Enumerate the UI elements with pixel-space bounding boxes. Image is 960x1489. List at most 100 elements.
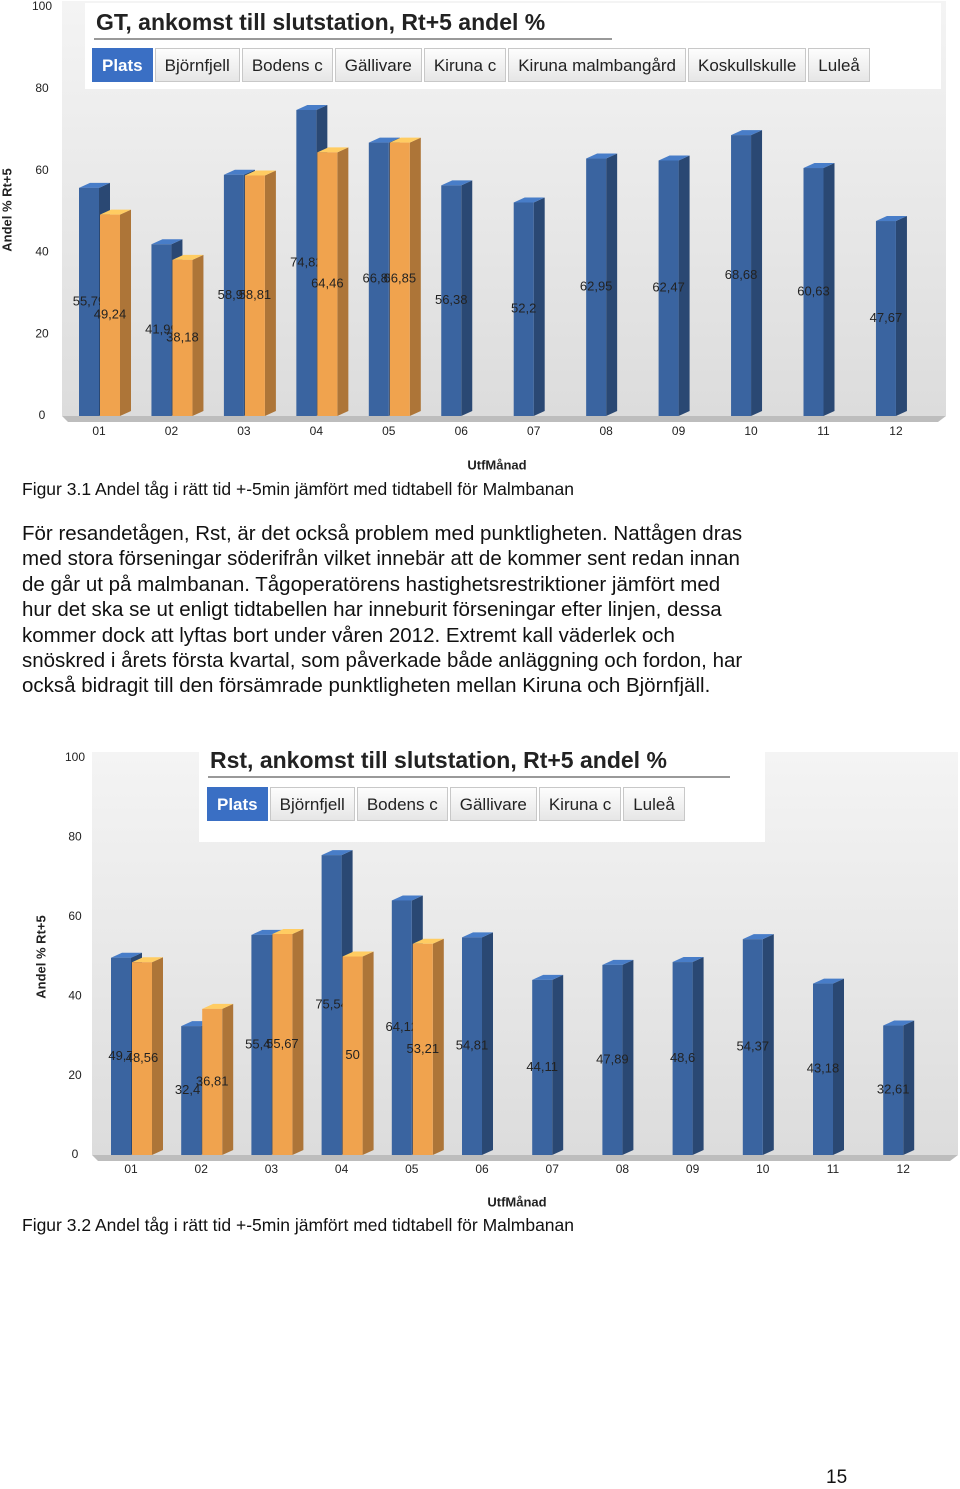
bar-top [731, 130, 763, 136]
bar-top [742, 934, 774, 940]
value-label: 36,81 [196, 1073, 229, 1088]
value-label: 55,79 [73, 293, 106, 308]
x-tick-label: 04 [335, 1162, 349, 1176]
bar-top [883, 1020, 915, 1026]
bar-top [532, 974, 564, 980]
x-axis-label: UtfMånad [467, 457, 526, 472]
bar-side [264, 170, 276, 416]
bar-side [622, 959, 634, 1155]
y-tick-label: 40 [68, 988, 82, 1002]
value-label: 47,89 [596, 1051, 629, 1066]
bar-side [432, 938, 444, 1155]
y-tick-label: 100 [65, 750, 85, 764]
y-axis-label: Andel % Rt+5 [0, 168, 14, 251]
bar-top [296, 104, 328, 110]
bar-side [292, 928, 304, 1155]
x-tick-label: 08 [599, 424, 613, 438]
tab[interactable]: Kiruna malmbangård [508, 48, 687, 82]
bar [883, 1025, 904, 1155]
figure-caption: Figur 3.1 Andel tåg i rätt tid +-5min jä… [22, 479, 575, 499]
x-tick-label: 03 [237, 424, 251, 438]
x-tick-label: 10 [744, 424, 758, 438]
value-label: 49,24 [94, 307, 127, 322]
value-label: 54,37 [737, 1039, 770, 1054]
y-tick-label: 0 [72, 1147, 79, 1161]
tab[interactable]: Gällivare [334, 48, 422, 82]
bar-top [368, 137, 400, 143]
bar-side [120, 209, 131, 416]
bar [586, 158, 607, 417]
bar-top [321, 850, 353, 856]
tab[interactable]: Kiruna c [538, 787, 622, 821]
bar-side [692, 957, 704, 1155]
value-label: 75,54 [315, 996, 348, 1011]
bar [391, 900, 412, 1155]
bar-top [151, 239, 183, 245]
value-label: 66,85 [363, 271, 396, 286]
bar-side [823, 163, 835, 416]
bar-top [79, 182, 110, 188]
tab[interactable]: Plats [92, 48, 153, 82]
bar [462, 937, 482, 1155]
bar [202, 1008, 223, 1155]
tab[interactable]: Gällivare [449, 787, 537, 821]
tab[interactable]: Luleå [808, 48, 870, 82]
value-label: 55,67 [266, 1036, 299, 1051]
value-label: 52,2 [511, 301, 536, 316]
bar [441, 185, 462, 416]
bar [803, 168, 824, 416]
bar [181, 1026, 202, 1155]
bar-side [461, 180, 473, 416]
chart-title: GT, ankomst till slutstation, Rt+5 andel… [96, 9, 545, 35]
bar-top [441, 180, 473, 186]
tab[interactable]: Bodens c [241, 48, 333, 82]
bar-top [875, 216, 907, 222]
x-tick-label: 05 [405, 1162, 419, 1176]
tab[interactable]: Kiruna c [423, 48, 507, 82]
bar [296, 109, 317, 416]
y-tick-label: 20 [35, 326, 49, 340]
value-label: 66,85 [384, 271, 417, 286]
bar [532, 979, 553, 1155]
bar-top [586, 153, 618, 159]
x-tick-label: 07 [546, 1162, 560, 1176]
bar [672, 962, 693, 1155]
tab-bar: Plats Björnfjell Bodens c Gällivare Kiruna c… [207, 787, 685, 821]
x-tick-label: 06 [455, 424, 469, 438]
x-tick-label: 11 [827, 1162, 840, 1176]
bar [742, 939, 763, 1155]
y-tick-label: 80 [35, 81, 49, 95]
bar-side [192, 254, 204, 416]
bar [172, 259, 193, 416]
tab[interactable]: Plats [207, 787, 268, 821]
bar-top [244, 170, 276, 176]
bar-top [111, 952, 142, 958]
plot-floor [62, 416, 946, 422]
bar-side [152, 957, 163, 1155]
y-tick-label: 100 [32, 0, 52, 13]
bar-side [409, 137, 421, 416]
bar [875, 221, 896, 416]
bar [100, 214, 120, 416]
bar-top [272, 928, 304, 934]
tab[interactable]: Luleå [623, 787, 685, 821]
tab[interactable]: Bodens c [356, 787, 448, 821]
y-tick-label: 40 [35, 245, 49, 259]
tab[interactable]: Koskullskulle [688, 48, 807, 82]
tab[interactable]: Björnfjell [154, 48, 240, 82]
bar-side [533, 197, 545, 416]
x-tick-label: 09 [672, 424, 686, 438]
bar [813, 983, 833, 1155]
bar-top [389, 137, 421, 143]
value-label: 49,7 [108, 1048, 133, 1063]
y-tick-label: 60 [68, 909, 82, 923]
y-tick-label: 80 [68, 830, 82, 844]
bar [151, 244, 172, 416]
chart-title: Rst, ankomst till slutstation, Rt+5 ande… [210, 747, 667, 773]
bar [412, 943, 433, 1155]
bar-top [100, 209, 131, 215]
value-label: 60,63 [797, 283, 830, 298]
tab[interactable]: Björnfjell [269, 787, 355, 821]
